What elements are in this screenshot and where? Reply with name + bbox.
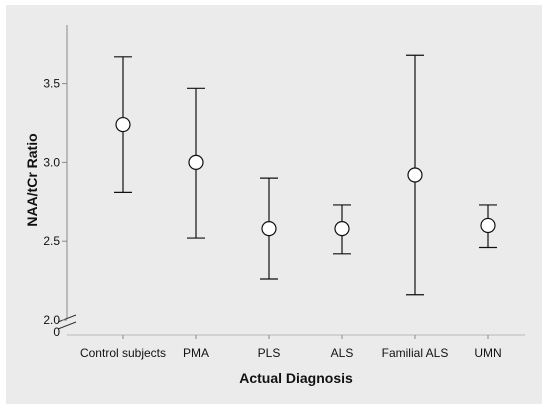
error-bar-group (479, 204, 497, 249)
y-tick-label-zero: 0 (53, 325, 60, 339)
axis-break-marks (57, 314, 77, 330)
y-ticks: 3.5 3.0 2.5 2.0 (43, 77, 67, 327)
plot-area (6, 5, 542, 404)
mean-point (334, 220, 350, 237)
error-bar-group (187, 87, 205, 239)
error-bars (114, 54, 497, 296)
x-tick-label: ALS (331, 346, 354, 360)
y-tick-label: 2.5 (43, 234, 60, 248)
mean-point (188, 154, 204, 170)
mean-point (480, 217, 496, 234)
error-bar-group (114, 56, 132, 193)
mean-point (115, 116, 131, 133)
error-bar-group (333, 204, 351, 255)
x-axis-title: Actual Diagnosis (239, 370, 353, 386)
mean-point (261, 220, 277, 237)
y-tick-label: 3.5 (43, 77, 60, 91)
y-tick-label: 3.0 (43, 155, 60, 169)
x-tick-label: Familial ALS (382, 346, 449, 360)
x-tick-label: PLS (258, 346, 281, 360)
y-axis-title: NAA/tCr Ratio (24, 133, 40, 226)
x-tick-label: UMN (474, 346, 501, 360)
x-ticks: Control subjects PMA PLS ALS Familial ALS UMN (80, 335, 502, 360)
error-bar-group (260, 177, 278, 280)
y-tick-label: 2.0 (43, 313, 60, 327)
x-tick-label: Control subjects (80, 346, 166, 360)
mean-point (407, 167, 423, 183)
error-bar-group (406, 54, 424, 296)
x-tick-label: PMA (183, 346, 209, 360)
